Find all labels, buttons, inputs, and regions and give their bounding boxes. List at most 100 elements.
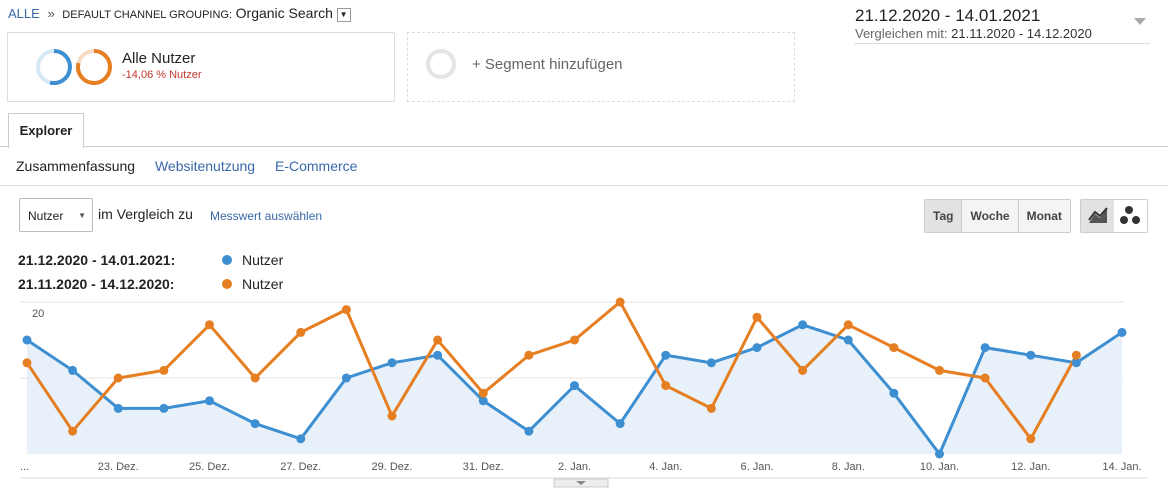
point	[205, 320, 214, 330]
granularity-button[interactable]: Tag	[925, 200, 963, 232]
x-tick-label: ...	[20, 461, 29, 473]
subtab[interactable]: Websitenutzung	[154, 158, 256, 174]
granularity-button[interactable]: Woche	[962, 200, 1019, 232]
point	[68, 365, 78, 375]
x-tick-label: 10. Jan.	[920, 461, 959, 473]
legend-label: Nutzer	[242, 276, 284, 292]
collapse-arrow	[576, 481, 586, 485]
x-tick-label: 4. Jan.	[649, 461, 682, 473]
legend-swatch	[222, 255, 232, 265]
granularity: Tag Woche Monat	[924, 199, 1071, 233]
point	[706, 403, 716, 413]
x-tick-label: 29. Dez.	[372, 461, 413, 473]
point	[706, 358, 716, 368]
point	[935, 449, 944, 459]
point	[113, 373, 123, 383]
granularity-button[interactable]: Monat	[1018, 200, 1070, 232]
subtabs: Zusammenfassung Websitenutzung E-Commerc…	[16, 158, 357, 174]
point	[524, 426, 534, 436]
segment-placeholder	[426, 49, 456, 79]
point	[433, 335, 443, 345]
point	[387, 358, 397, 368]
segment-change: -14,06 % Nutzer	[122, 69, 202, 81]
divider	[854, 43, 1150, 44]
dropdown[interactable]: ▼	[336, 7, 351, 22]
metric: Nutzer	[28, 209, 64, 223]
divider	[0, 146, 1168, 147]
chart-type	[1080, 199, 1148, 233]
point	[615, 297, 625, 307]
x-tick-label: 23. Dez.	[98, 461, 139, 473]
line-chart-button[interactable]	[1081, 200, 1114, 232]
point	[752, 312, 762, 322]
point	[798, 365, 808, 375]
date-current: 21.12.2020 - 14.01.2021	[855, 6, 1041, 25]
x-tick-label: 31. Dez.	[463, 461, 504, 473]
point	[935, 365, 944, 375]
legend-item: Nutzer	[222, 276, 283, 292]
motion-chart-button[interactable]	[1114, 200, 1147, 232]
point	[1026, 350, 1036, 360]
segment-name: Alle Nutzer	[122, 50, 196, 67]
add-segment[interactable]: + Segment hinzufügen	[407, 32, 795, 102]
point	[570, 335, 579, 345]
point	[661, 381, 671, 391]
point	[387, 411, 397, 421]
breadcrumb-root[interactable]: ALLE	[8, 6, 40, 21]
x-tick-label: 27. Dez.	[280, 461, 321, 473]
legend-label: Nutzer	[242, 252, 284, 268]
point	[980, 343, 990, 353]
point	[22, 358, 32, 368]
tab[interactable]: Explorer	[8, 113, 84, 148]
point	[889, 343, 899, 353]
segment-donuts	[36, 49, 112, 85]
subtab[interactable]: E-Commerce	[274, 158, 358, 174]
y-tick-label: 20	[32, 308, 44, 320]
point	[433, 350, 443, 360]
point	[570, 381, 579, 391]
point	[1071, 350, 1081, 360]
point	[798, 320, 808, 330]
point	[615, 419, 625, 429]
point	[478, 388, 488, 398]
segment-card[interactable]: Alle Nutzer -14,06 % Nutzer	[7, 32, 395, 102]
point	[843, 320, 853, 330]
compare-label: Vergleichen mit:	[855, 26, 948, 41]
point	[22, 335, 32, 345]
point	[1117, 327, 1127, 337]
compare-text: im Vergleich zu	[98, 206, 193, 222]
legend-swatch	[222, 279, 232, 289]
point	[250, 373, 260, 383]
dimension: DEFAULT CHANNEL GROUPING:	[62, 9, 233, 21]
x-tick-label: 14. Jan.	[1102, 461, 1141, 473]
point	[1071, 358, 1081, 368]
chart: 1020...23. Dez.25. Dez.27. Dez.29. Dez.3…	[20, 297, 1148, 488]
point	[341, 373, 351, 383]
point	[159, 365, 169, 375]
legend-period: 21.12.2020 - 14.01.2021:	[18, 252, 176, 268]
point	[205, 396, 214, 406]
date-compare: 21.11.2020 - 14.12.2020	[951, 26, 1092, 41]
point	[980, 373, 990, 383]
point	[478, 396, 488, 406]
point	[296, 327, 306, 337]
point	[159, 403, 169, 413]
x-tick-label: 12. Jan.	[1011, 461, 1050, 473]
date-arrow[interactable]	[1134, 18, 1146, 25]
legend-item: Nutzer	[222, 252, 283, 268]
separator: »	[47, 6, 55, 21]
subtab[interactable]: Zusammenfassung	[16, 158, 136, 174]
point	[68, 426, 78, 436]
point	[524, 350, 534, 360]
metric-select[interactable]: Nutzer ▼	[19, 198, 93, 232]
breadcrumb: ALLE » DEFAULT CHANNEL GROUPING: Organic…	[8, 5, 351, 22]
date-range[interactable]: 21.12.2020 - 14.01.2021 Vergleichen mit:…	[855, 6, 1092, 41]
point	[1026, 434, 1036, 444]
add-segment-label: + Segment hinzufügen	[472, 56, 623, 73]
point	[752, 343, 762, 353]
point	[889, 388, 899, 398]
x-tick-label: 8. Jan.	[832, 461, 865, 473]
select-metric[interactable]: Messwert auswählen	[210, 209, 323, 223]
line	[25, 299, 1078, 442]
